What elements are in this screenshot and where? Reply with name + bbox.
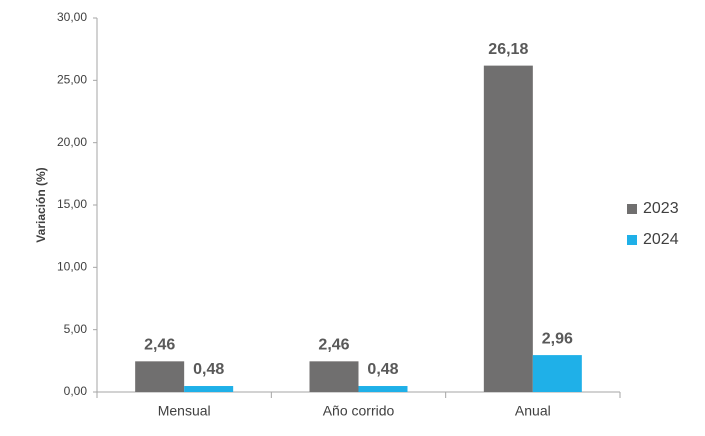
y-tick-label: 25,00 (57, 73, 87, 87)
y-tick-label: 5,00 (64, 322, 88, 336)
y-tick-label: 0,00 (64, 384, 88, 398)
y-tick-label: 30,00 (57, 10, 87, 24)
bar (483, 65, 533, 392)
bar (184, 386, 234, 392)
value-label: 2,46 (318, 337, 349, 354)
y-tick-label: 20,00 (57, 135, 87, 149)
legend-swatch (627, 235, 637, 245)
legend-label: 2024 (643, 231, 679, 248)
y-tick-label: 15,00 (57, 197, 87, 211)
value-label: 0,48 (367, 361, 398, 378)
legend-label: 2023 (643, 200, 679, 217)
x-tick-label: Año corrido (323, 403, 395, 419)
bar (135, 361, 185, 392)
value-label: 0,48 (193, 361, 224, 378)
y-axis-label: Variación (%) (34, 167, 48, 242)
legend-swatch (627, 204, 637, 214)
x-tick-label: Anual (515, 403, 551, 419)
bar (532, 355, 582, 392)
x-tick-label: Mensual (158, 403, 211, 419)
value-label: 26,18 (488, 41, 528, 58)
bar (309, 361, 359, 392)
bar (358, 386, 408, 392)
value-label: 2,96 (542, 330, 573, 347)
value-label: 2,46 (144, 337, 175, 354)
y-tick-label: 10,00 (57, 260, 87, 274)
